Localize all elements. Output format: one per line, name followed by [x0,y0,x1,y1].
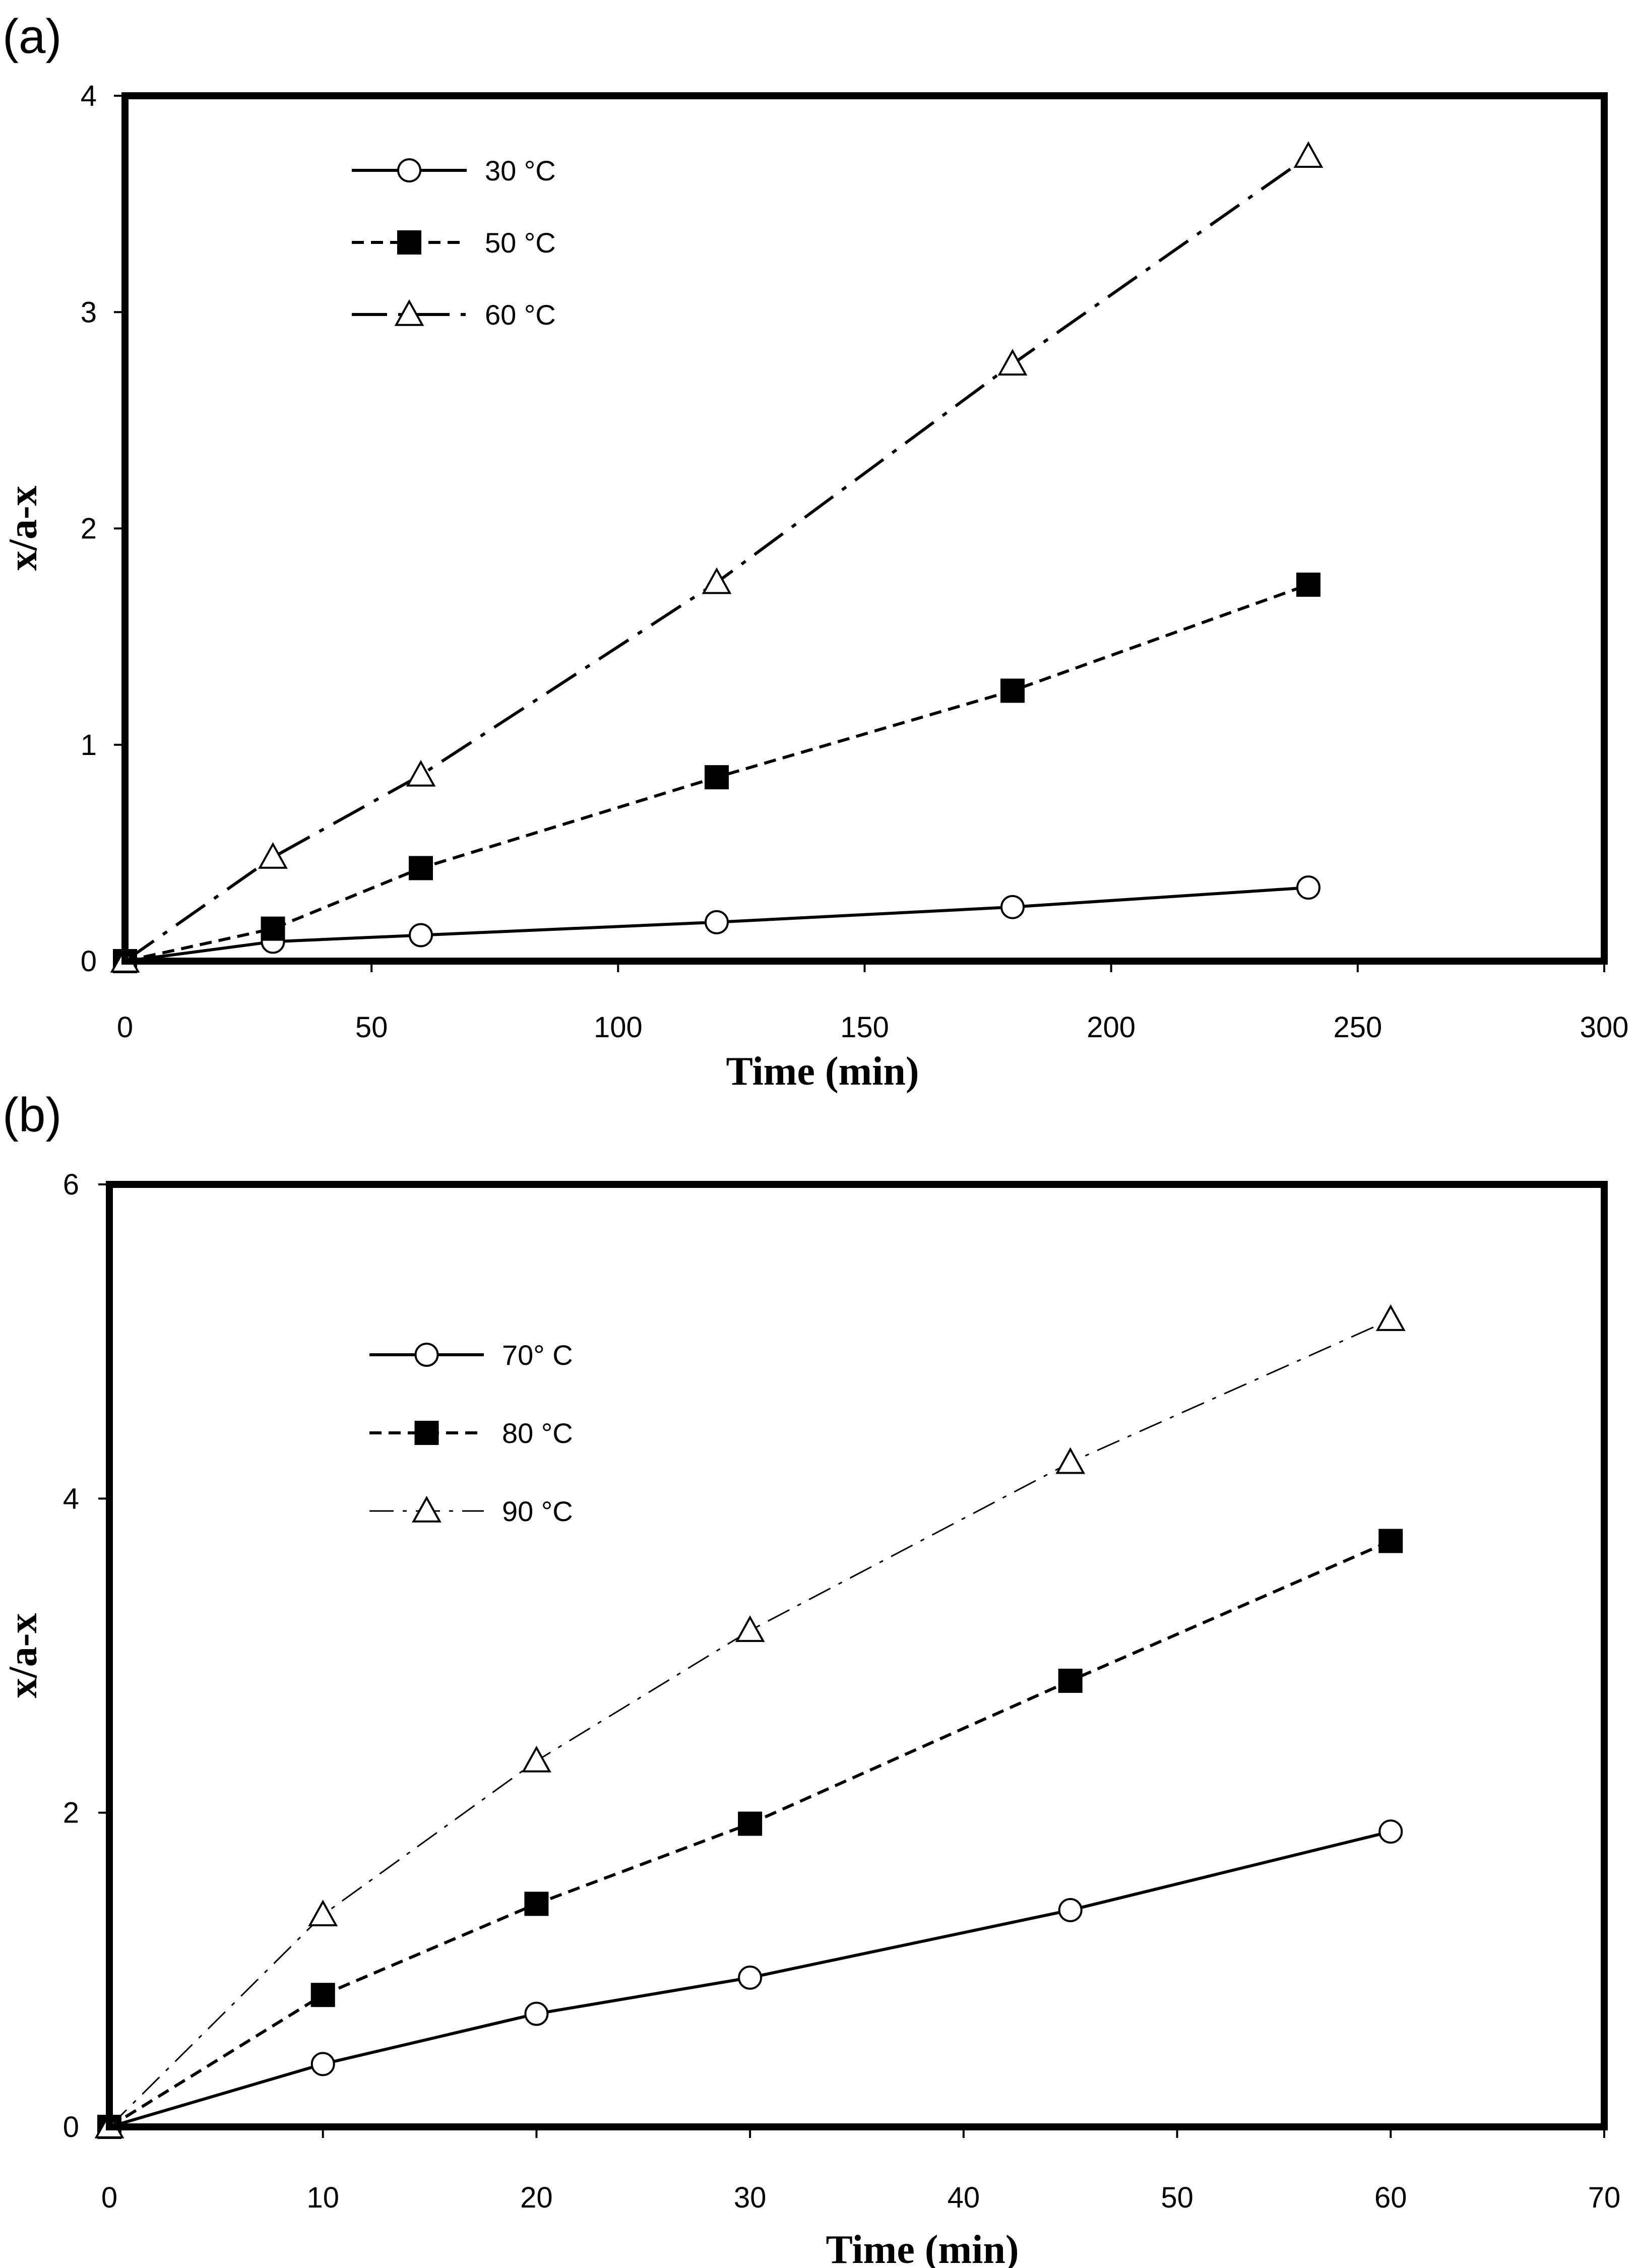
legend-label-2: 50 °C [485,227,556,259]
legend: 30 °C 50 °C 60 °C [352,155,556,331]
data-point-series-3 [702,567,732,594]
data-point-series-1 [1378,1819,1403,1844]
y-tick-label: 6 [63,1168,79,1201]
y-axis-title: x/a-x [1,1613,45,1698]
data-point-series-3 [1293,141,1324,168]
legend-marker-2 [414,1421,439,1445]
series-line-1 [124,886,1309,963]
data-point-series-1 [1296,875,1320,900]
legend-marker-1 [397,158,421,182]
series-line-1 [109,1830,1392,2128]
x-tick-label: 250 [1333,1011,1382,1044]
chart-panel-a: (a) 0 50 100 150 200 250 300 0 1 2 3 4 Time (min) x/a-… [1,10,1628,1094]
data-point-series-2 [1000,678,1025,703]
x-tick-label: 50 [355,1011,388,1044]
data-point-series-3 [997,349,1028,376]
x-tick-label: 300 [1580,1011,1629,1044]
data-point-series-1 [310,2052,335,2076]
x-tick-label: 150 [840,1011,889,1044]
legend-marker-2 [397,230,421,255]
data-point-series-1 [1058,1898,1083,1922]
series-line-2 [124,583,1309,963]
x-tick-label: 100 [594,1011,643,1044]
panel-label: (b) [3,1088,61,1142]
data-point-series-3 [308,1900,338,1927]
data-point-series-2 [409,856,433,880]
x-tick-label: 70 [1588,2181,1621,2214]
data-point-series-2 [310,1983,335,2007]
data-point-series-2 [738,1811,763,1836]
x-tick-label: 20 [520,2181,553,2214]
data-point-series-1 [409,923,433,948]
legend-label-1: 30 °C [485,155,556,186]
plot-frame [121,92,1608,965]
x-axis-title: Time (min) [826,2228,1019,2268]
data-point-series-3 [406,760,436,787]
y-tick-label: 2 [63,1797,79,1830]
y-tick-label: 3 [81,296,97,329]
y-tick-label: 1 [81,729,97,762]
x-tick-label: 50 [1161,2181,1193,2214]
x-tick-label: 60 [1374,2181,1407,2214]
x-tick-label: 40 [948,2181,980,2214]
x-tick-label: 30 [734,2181,767,2214]
data-point-series-3 [522,1745,551,1773]
data-point-series-2 [705,765,729,790]
y-tick-label: 4 [63,1482,79,1515]
x-tick-label: 0 [117,1011,133,1044]
legend-label-2: 80 °C [502,1417,573,1449]
data-point-series-1 [705,910,729,934]
data-point-series-1 [524,2001,549,2026]
legend-label-3: 90 °C [502,1495,573,1527]
chart-panel-b: (b) 0 10 20 30 40 50 60 70 0 2 4 6 Time (min) x/a-x 70°… [1,1088,1620,2268]
legend-label-1: 70° C [502,1339,573,1371]
data-point-series-2 [1378,1529,1403,1553]
panel-label: (a) [3,10,61,64]
x-axis-title: Time (min) [726,1049,919,1094]
x-tick-label: 200 [1087,1011,1136,1044]
legend: 70° C 80 °C 90 °C [369,1339,573,1527]
data-point-series-1 [1000,895,1025,919]
plot-frame [106,1181,1608,2130]
legend-marker-1 [414,1343,439,1367]
data-point-series-2 [1296,573,1320,597]
data-point-series-2 [261,916,285,941]
x-tick-label: 0 [101,2181,117,2214]
data-point-series-3 [735,1615,765,1642]
y-tick-label: 0 [63,2111,79,2144]
data-point-series-3 [1375,1304,1406,1331]
y-tick-label: 0 [81,945,97,978]
data-point-series-2 [1058,1668,1083,1693]
data-point-series-3 [1055,1447,1086,1474]
series-line-2 [108,1539,1392,2128]
series-line-3 [124,155,1309,963]
y-tick-label: 2 [81,513,97,545]
y-tick-label: 4 [81,80,97,112]
legend-marker-3 [412,1495,442,1523]
data-point-series-1 [738,1965,763,1990]
legend-label-3: 60 °C [485,299,556,331]
y-axis-title: x/a-x [1,486,45,571]
data-point-series-3 [258,842,288,869]
series-line-3 [108,1318,1391,2128]
x-tick-label: 10 [306,2181,339,2214]
legend-marker-3 [394,299,424,326]
data-point-series-2 [524,1892,549,1916]
